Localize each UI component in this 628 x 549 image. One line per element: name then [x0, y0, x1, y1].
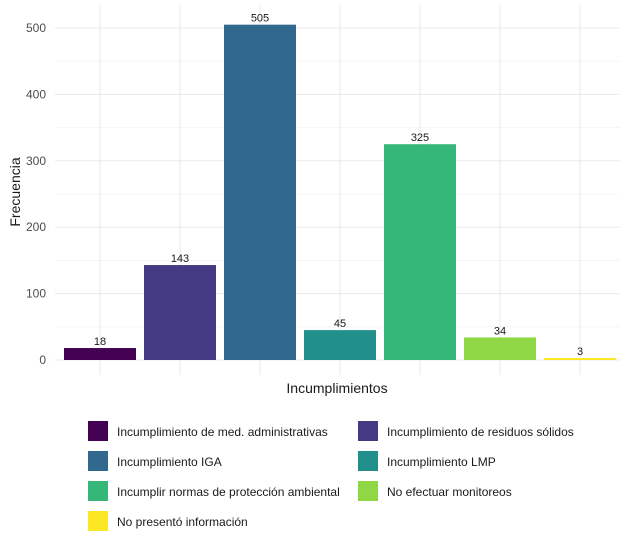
y-tick-label: 0 — [39, 353, 46, 367]
legend-item: No efectuar monitoreos — [358, 481, 512, 501]
data-label: 143 — [171, 253, 189, 265]
legend-label: No efectuar monitoreos — [387, 485, 512, 499]
legend-swatch — [88, 481, 108, 501]
legend-swatch — [88, 451, 108, 471]
y-tick-label: 200 — [26, 220, 46, 234]
legend-swatch — [88, 421, 108, 441]
legend-item: Incumplimiento de med. administrativas — [88, 421, 328, 441]
data-labels: 18 143 505 45 325 34 3 — [94, 13, 583, 358]
x-axis-title: Incumplimientos — [286, 380, 387, 396]
bar — [64, 348, 136, 360]
bar — [144, 265, 216, 360]
bar — [304, 330, 376, 360]
bar — [384, 144, 456, 360]
data-label: 325 — [411, 132, 429, 144]
bar — [464, 337, 536, 360]
data-label: 18 — [94, 336, 106, 348]
y-tick-label: 400 — [26, 87, 46, 101]
legend-swatch — [358, 421, 378, 441]
legend-label: Incumplimiento IGA — [117, 455, 222, 469]
legend-item: Incumplimiento LMP — [358, 451, 496, 471]
legend-label: Incumplimiento de residuos sólidos — [387, 425, 574, 439]
legend-swatch — [358, 481, 378, 501]
legend-label: Incumplimiento LMP — [387, 455, 496, 469]
legend-item: No presentó información — [88, 511, 248, 531]
data-label: 34 — [494, 325, 506, 337]
y-tick-label: 100 — [26, 287, 46, 301]
y-axis-title: Frecuencia — [7, 157, 23, 226]
legend-item: Incumplir normas de protección ambiental — [88, 481, 340, 501]
bars — [64, 24, 616, 361]
legend-item: Incumplimiento de residuos sólidos — [358, 421, 574, 441]
data-label: 505 — [251, 13, 269, 25]
legend-swatch — [358, 451, 378, 471]
bar — [544, 358, 616, 360]
y-tick-label: 500 — [26, 21, 46, 35]
y-tick-label: 300 — [26, 154, 46, 168]
y-axis-ticks: 0 100 200 300 400 500 — [26, 21, 46, 367]
legend-swatch — [88, 511, 108, 531]
legend: Incumplimiento de med. administrativas In… — [88, 421, 574, 531]
data-label: 45 — [334, 318, 346, 330]
data-label: 3 — [577, 346, 583, 358]
legend-label: Incumplimiento de med. administrativas — [117, 425, 328, 439]
legend-label: No presentó información — [117, 515, 248, 529]
bar — [224, 24, 296, 361]
legend-item: Incumplimiento IGA — [88, 451, 222, 471]
legend-label: Incumplir normas de protección ambiental — [117, 485, 340, 499]
